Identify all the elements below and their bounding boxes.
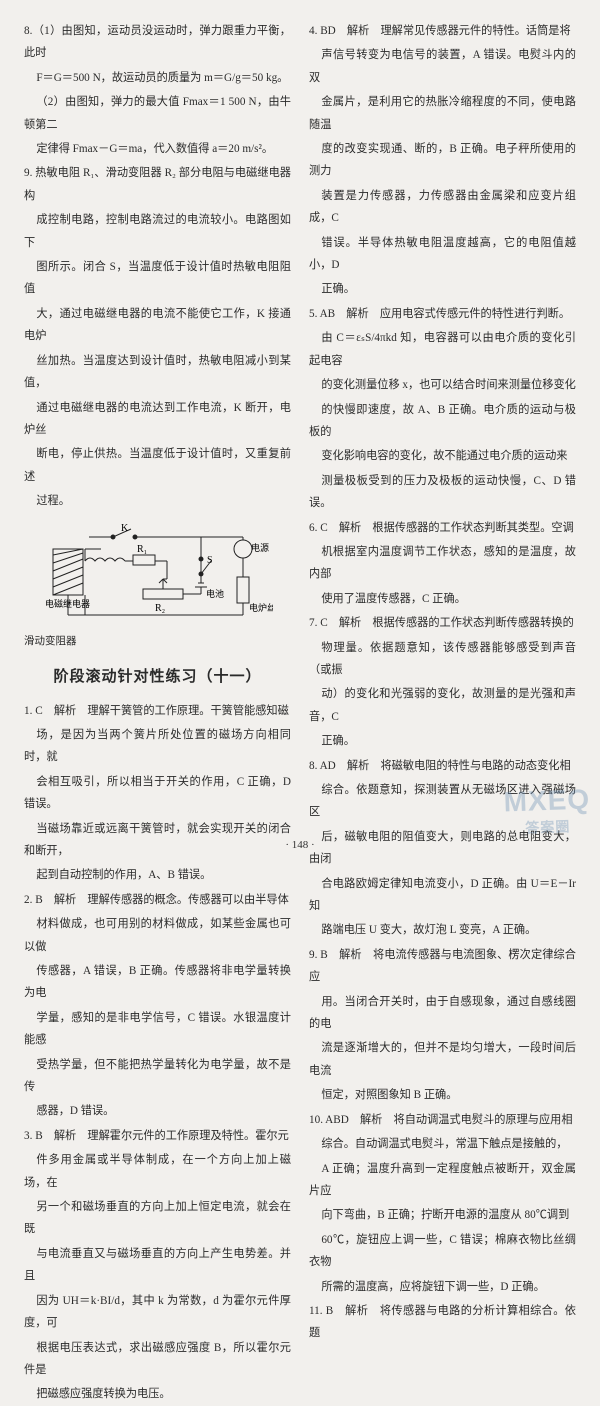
r11-line1: 11. B 解析 将传感器与电路的分析计算相综合。依题 bbox=[309, 1300, 576, 1345]
q8-line4: 定律得 Fmax－G＝ma，代入数值得 a＝20 m/s²。 bbox=[24, 138, 291, 160]
r10-line4: 向下弯曲，B 正确；拧断开电源的温度从 80℃调到 bbox=[309, 1204, 576, 1226]
r10-line6: 所需的温度高，应将旋钮下调一些，D 正确。 bbox=[309, 1276, 576, 1298]
r5-line1: 5. AB 解析 应用电容式传感元件的特性进行判断。 bbox=[309, 303, 576, 325]
r6-line1: 6. C 解析 根据传感器的工作状态判断其类型。空调 bbox=[309, 517, 576, 539]
q9-line2: 成控制电路，控制电路流过的电流较小。电路图如下 bbox=[24, 209, 291, 254]
r5-line6: 测量极板受到的压力及极板的运动快慢，C、D 错误。 bbox=[309, 470, 576, 515]
r9-line1: 9. B 解析 将电流传感器与电流图象、楞次定律综合应 bbox=[309, 944, 576, 989]
r4-line5: 装置是力传感器，力传感器由金属梁和应变片组成，C bbox=[309, 185, 576, 230]
watermark: MXEQ 答案圈 bbox=[503, 784, 591, 839]
watermark-en: MXEQ bbox=[503, 784, 590, 818]
q3-line1: 3. B 解析 理解霍尔元件的工作原理及特性。霍尔元 bbox=[24, 1125, 291, 1147]
r10-line5: 60℃，旋钮应上调一些，C 错误；棉麻衣物比丝绸衣物 bbox=[309, 1229, 576, 1274]
r5-line4: 的快慢即速度，故 A、B 正确。电介质的运动与极板的 bbox=[309, 399, 576, 444]
diag-R1: R₁ bbox=[137, 544, 147, 555]
r6-line2: 机根据室内温度调节工作状态，感知的是温度，故内部 bbox=[309, 541, 576, 586]
q9-line6: 通过电磁继电器的电流达到工作电流，K 断开，电炉丝 bbox=[24, 397, 291, 442]
r9-line4: 恒定，对照图象知 B 正确。 bbox=[309, 1084, 576, 1106]
q9-line4: 大，通过电磁继电器的电流不能使它工作，K 接通电炉 bbox=[24, 303, 291, 348]
q2-line3: 传感器，A 错误，B 正确。传感器将非电学量转换为电 bbox=[24, 960, 291, 1005]
r4-line3: 金属片，是利用它的热胀冷缩程度的不同，使电路随温 bbox=[309, 91, 576, 136]
r9-line3: 流是逐渐增大的，但并不是均匀增大，一段时间后电流 bbox=[309, 1037, 576, 1082]
watermark-cn: 答案圈 bbox=[504, 815, 591, 838]
diag-relay: 电磁继电器 bbox=[45, 598, 90, 609]
q9-line1: 9. 热敏电阻 R₁、滑动变阻器 R₂ 部分电阻与电磁继电器构 bbox=[24, 162, 291, 207]
q3-line6: 根据电压表达式，求出磁感应强度 B，所以霍尔元件是 bbox=[24, 1337, 291, 1382]
q1-line5: 起到自动控制的作用，A、B 错误。 bbox=[24, 864, 291, 886]
r7-line4: 正确。 bbox=[309, 730, 576, 752]
q2-line2: 材料做成，也可用别的材料做成，如某些金属也可以做 bbox=[24, 913, 291, 958]
right-column: 4. BD 解析 理解常见传感器元件的特性。话筒是将 声信号转变为电信号的装置，… bbox=[309, 18, 576, 847]
q9-line7: 断电，停止供热。当温度低于设计值时，又重复前述 bbox=[24, 443, 291, 488]
diag-cell: 电池 bbox=[206, 588, 224, 599]
section-heading: 阶段滚动针对性练习（十一） bbox=[24, 662, 291, 692]
r8-line1: 8. AD 解析 将磁敏电阻的特性与电路的动态变化相 bbox=[309, 755, 576, 777]
q1-line2: 场，是因为当两个簧片所处位置的磁场方向相同时，就 bbox=[24, 724, 291, 769]
q2-line1: 2. B 解析 理解传感器的概念。传感器可以由半导体 bbox=[24, 889, 291, 911]
circuit-diagram: K R₁ R₂ S 电源 电池 电炉丝 电磁继电器 bbox=[43, 519, 273, 629]
r5-line3: 的变化测量位移 x，也可以结合时间来测量位移变化 bbox=[309, 374, 576, 396]
r5-line2: 由 C＝εₛS/4πkd 知，电容器可以由电介质的变化引起电容 bbox=[309, 327, 576, 372]
r4-line6: 错误。半导体热敏电阻温度越高，它的电阻值越小，D bbox=[309, 232, 576, 277]
page: 8.（1）由图知，运动员没运动时，弹力跟重力平衡，此时 F＝G＝500 N，故运… bbox=[0, 0, 600, 857]
q8-line1: 8.（1）由图知，运动员没运动时，弹力跟重力平衡，此时 bbox=[24, 20, 291, 65]
q1-line1: 1. C 解析 理解干簧管的工作原理。干簧管能感知磁 bbox=[24, 700, 291, 722]
q3-line2: 件多用金属或半导体制成，在一个方向上加上磁场，在 bbox=[24, 1149, 291, 1194]
r7-line2: 物理量。依据题意知，该传感器能够感受到声音（或振 bbox=[309, 637, 576, 682]
q2-line4: 学量，感知的是非电学信号，C 错误。水银温度计能感 bbox=[24, 1007, 291, 1052]
q8-line3: （2）由图知，弹力的最大值 Fmax＝1 500 N，由牛顿第二 bbox=[24, 91, 291, 136]
r4-line7: 正确。 bbox=[309, 278, 576, 300]
diag-S: S bbox=[207, 555, 213, 566]
q3-line3: 另一个和磁场垂直的方向上加上恒定电流，就会在既 bbox=[24, 1196, 291, 1241]
diagram-caption: 滑动变阻器 bbox=[24, 631, 291, 652]
r10-line3: A 正确；温度升高到一定程度触点被断开，双金属片应 bbox=[309, 1158, 576, 1203]
left-column: 8.（1）由图知，运动员没运动时，弹力跟重力平衡，此时 F＝G＝500 N，故运… bbox=[24, 18, 291, 847]
q9-line8: 过程。 bbox=[24, 490, 291, 512]
q3-line5: 因为 UH＝k·BI/d，其中 k 为常数，d 为霍尔元件厚度，可 bbox=[24, 1290, 291, 1335]
r4-line1: 4. BD 解析 理解常见传感器元件的特性。话筒是将 bbox=[309, 20, 576, 42]
q8-line2: F＝G＝500 N，故运动员的质量为 m＝G/g＝50 kg。 bbox=[24, 67, 291, 89]
q2-line5: 受热学量，但不能把热学量转化为电学量，故不是传 bbox=[24, 1054, 291, 1099]
diag-stove: 电炉丝 bbox=[249, 602, 273, 613]
page-number: · 148 · bbox=[0, 839, 600, 851]
r8-line5: 路端电压 U 变大，故灯泡 L 变亮，A 正确。 bbox=[309, 919, 576, 941]
q2-line6: 感器，D 错误。 bbox=[24, 1100, 291, 1122]
r7-line3: 动）的变化和光强弱的变化，故测量的是光强和声音，C bbox=[309, 683, 576, 728]
diag-K: K bbox=[121, 523, 129, 534]
r6-line3: 使用了温度传感器，C 正确。 bbox=[309, 588, 576, 610]
r7-line1: 7. C 解析 根据传感器的工作状态判断传感器转换的 bbox=[309, 612, 576, 634]
r5-line5: 变化影响电容的变化，故不能通过电介质的运动来 bbox=[309, 445, 576, 467]
q1-line3: 会相互吸引，所以相当于开关的作用，C 正确，D 错误。 bbox=[24, 771, 291, 816]
r8-line4: 合电路欧姆定律知电流变小，D 正确。由 U＝E－Ir 知 bbox=[309, 873, 576, 918]
r9-line2: 用。当闭合开关时，由于自感现象，通过自感线圈的电 bbox=[309, 991, 576, 1036]
q9-line5: 丝加热。当温度达到设计值时，热敏电阻减小到某值， bbox=[24, 350, 291, 395]
r4-line2: 声信号转变为电信号的装置，A 错误。电熨斗内的双 bbox=[309, 44, 576, 89]
diag-src: 电源 bbox=[251, 542, 269, 553]
diag-R2: R₂ bbox=[155, 603, 165, 614]
r10-line2: 综合。自动调温式电熨斗，常温下触点是接触的， bbox=[309, 1133, 576, 1155]
r10-line1: 10. ABD 解析 将自动调温式电熨斗的原理与应用相 bbox=[309, 1109, 576, 1131]
q9-line3: 图所示。闭合 S，当温度低于设计值时热敏电阻阻值 bbox=[24, 256, 291, 301]
q3-line7: 把磁感应强度转换为电压。 bbox=[24, 1383, 291, 1405]
r4-line4: 度的改变实现通、断的，B 正确。电子秤所使用的测力 bbox=[309, 138, 576, 183]
q3-line4: 与电流垂直又与磁场垂直的方向上产生电势差。并且 bbox=[24, 1243, 291, 1288]
